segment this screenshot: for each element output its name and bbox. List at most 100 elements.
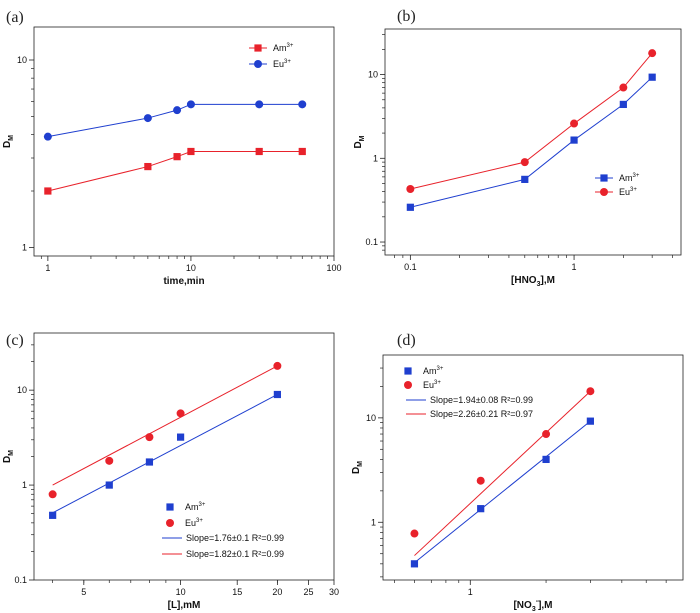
fit-line <box>52 394 278 514</box>
legend-label-sup: 3+ <box>437 366 444 372</box>
legend-label: Eu3+ <box>185 518 203 528</box>
legend-label-sup: 3+ <box>196 518 203 524</box>
plot-frame <box>33 332 335 581</box>
plot-frame <box>384 28 682 256</box>
x-tick-label: 10 <box>186 263 196 273</box>
legend-label: Am3+ <box>619 173 640 183</box>
series-line <box>410 76 653 208</box>
legend-marker <box>166 503 174 511</box>
y-tick-label: 1 <box>22 242 27 252</box>
y-tick-label: 10 <box>366 413 376 423</box>
data-point <box>298 147 306 156</box>
series-eu <box>410 387 595 556</box>
series-line <box>47 103 303 138</box>
series-line <box>410 52 653 190</box>
data-point <box>542 430 551 439</box>
y-axis-title-sub: M <box>357 461 364 467</box>
panel-label: (d) <box>397 332 416 349</box>
series-am <box>410 417 594 568</box>
data-point <box>406 203 414 211</box>
data-point <box>105 456 114 465</box>
y-axis-title: DM <box>2 450 15 463</box>
x-axis-title-rest: ],M <box>538 600 552 611</box>
y-axis-title-sub: M <box>359 135 366 141</box>
data-point <box>186 100 195 109</box>
legend-label: Eu3+ <box>619 187 637 197</box>
legend-marker <box>254 44 262 52</box>
legend-label: Am3+ <box>423 366 444 376</box>
data-point <box>176 409 185 418</box>
data-point <box>173 106 182 115</box>
data-point <box>144 162 152 171</box>
x-tick-label: 30 <box>329 587 339 597</box>
legend-fit-label: Slope=2.26±0.21 R²=0.97 <box>430 409 533 419</box>
legend-marker <box>404 367 412 375</box>
legend-label-name: Am <box>273 43 287 53</box>
data-point <box>187 147 195 156</box>
y-axis-title-sub: M <box>8 450 15 456</box>
data-point <box>143 114 152 123</box>
legend-marker <box>600 174 608 182</box>
legend-label: Eu3+ <box>273 59 291 69</box>
data-point <box>44 187 52 195</box>
series-am <box>406 73 656 211</box>
data-point <box>476 476 485 485</box>
x-tick-label: 25 <box>304 587 314 597</box>
legend: Am3+Eu3+ <box>595 173 640 197</box>
fit-line <box>414 390 591 556</box>
y-tick-label: 10 <box>368 70 378 80</box>
data-point <box>105 481 113 489</box>
y-tick-label: 1 <box>22 480 27 490</box>
series-eu <box>48 361 282 499</box>
panel-label: (a) <box>6 9 24 26</box>
x-axis-title: [NO3-],M <box>513 598 552 613</box>
legend-label-sup: 3+ <box>199 502 206 508</box>
legend-label-sup: 3+ <box>633 173 640 179</box>
y-axis-title-main: D <box>353 141 364 148</box>
series-am <box>49 390 281 519</box>
legend-label: Eu3+ <box>423 380 441 390</box>
data-point <box>586 387 595 396</box>
legend-fit-label: Slope=1.82±0.1 R²=0.99 <box>186 549 284 559</box>
data-point <box>145 433 154 442</box>
legend-label-name: Eu <box>619 187 630 197</box>
data-point <box>255 147 263 156</box>
x-tick-label: 10 <box>176 587 186 597</box>
data-point <box>298 100 307 109</box>
x-tick-label: 100 <box>326 263 341 273</box>
panel-c: (c)5 10 15 20 25 300.1110[L],mMDMAm3+Eu3+Slop… <box>2 332 339 611</box>
data-point <box>48 490 57 499</box>
plot-frame <box>33 26 335 257</box>
legend-label-sup: 3+ <box>434 380 441 386</box>
legend-label-sup: 3+ <box>284 59 291 65</box>
y-tick-label: 1 <box>371 517 376 527</box>
legend-marker <box>254 60 262 68</box>
series-am <box>44 147 306 195</box>
legend-label: Am3+ <box>273 43 294 53</box>
x-tick-label: 5 <box>81 587 86 597</box>
legend-fit-label: Slope=1.76±0.1 R²=0.99 <box>186 533 284 543</box>
series-eu <box>43 100 307 141</box>
panel-label: (c) <box>6 332 24 349</box>
x-tick-label: 20 <box>272 587 282 597</box>
x-axis-title-sub: 3 <box>537 281 541 288</box>
y-tick-label: 0.1 <box>365 237 378 247</box>
x-axis-title-rest: ],M <box>541 275 555 286</box>
data-point <box>43 132 52 141</box>
x-tick-label: 1 <box>572 262 577 272</box>
data-point <box>570 119 579 128</box>
y-tick-label: 1 <box>373 153 378 163</box>
data-point <box>273 390 281 399</box>
x-tick-label: 0.1 <box>404 262 417 272</box>
data-point <box>521 175 529 183</box>
data-point <box>49 511 57 519</box>
legend: Am3+Eu3+Slope=1.76±0.1 R²=0.99Slope=1.82… <box>162 502 284 559</box>
legend-label-name: Eu <box>273 59 284 69</box>
y-axis-title-sub: M <box>8 135 15 141</box>
y-axis-title: DM <box>2 135 15 148</box>
data-point <box>648 73 656 81</box>
data-point <box>255 100 264 109</box>
